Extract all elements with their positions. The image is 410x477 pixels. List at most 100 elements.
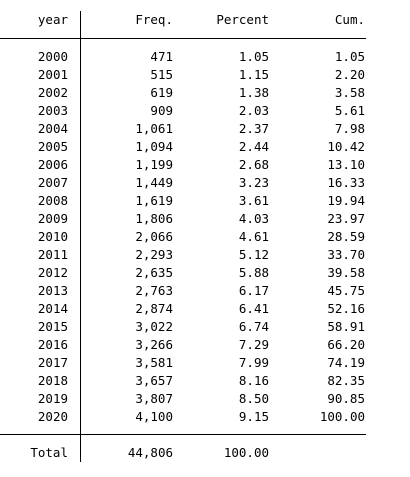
table-row: 2009 1,806 4.03 23.97 bbox=[0, 210, 366, 228]
table-row: 2001 515 1.15 2.20 bbox=[0, 66, 366, 84]
cell-percent: 9.15 bbox=[238, 409, 269, 424]
table-row: 2010 2,066 4.61 28.59 bbox=[0, 228, 366, 246]
header-percent: Percent bbox=[216, 12, 269, 27]
table-row: 2015 3,022 6.74 58.91 bbox=[0, 318, 366, 336]
cell-percent: 2.37 bbox=[238, 121, 269, 136]
cell-percent: 1.38 bbox=[238, 85, 269, 100]
cell-cum: 13.10 bbox=[327, 157, 365, 172]
cell-freq: 2,066 bbox=[135, 229, 173, 244]
cell-cum: 52.16 bbox=[327, 301, 365, 316]
cell-cum: 16.33 bbox=[327, 175, 365, 190]
cell-cum: 2.20 bbox=[334, 67, 365, 82]
table-row: 2005 1,094 2.44 10.42 bbox=[0, 138, 366, 156]
table-row: 2017 3,581 7.99 74.19 bbox=[0, 354, 366, 372]
cell-percent: 5.88 bbox=[238, 265, 269, 280]
cell-percent: 2.03 bbox=[238, 103, 269, 118]
header-row: year Freq. Percent Cum. bbox=[0, 11, 366, 29]
cell-cum: 100.00 bbox=[319, 409, 365, 424]
total-divider bbox=[0, 434, 366, 435]
cell-percent: 8.50 bbox=[238, 391, 269, 406]
cell-percent: 5.12 bbox=[238, 247, 269, 262]
cell-year: 2006 bbox=[37, 157, 68, 172]
cell-percent: 1.15 bbox=[238, 67, 269, 82]
cell-cum: 3.58 bbox=[334, 85, 365, 100]
cell-year: 2020 bbox=[37, 409, 68, 424]
cell-year: 2003 bbox=[37, 103, 68, 118]
cell-cum: 28.59 bbox=[327, 229, 365, 244]
cell-percent: 8.16 bbox=[238, 373, 269, 388]
cell-freq: 2,874 bbox=[135, 301, 173, 316]
cell-cum: 74.19 bbox=[327, 355, 365, 370]
cell-percent: 7.29 bbox=[238, 337, 269, 352]
cell-freq: 3,657 bbox=[135, 373, 173, 388]
cell-freq: 1,094 bbox=[135, 139, 173, 154]
header-freq: Freq. bbox=[135, 12, 173, 27]
cell-freq: 909 bbox=[150, 103, 173, 118]
header-divider bbox=[0, 38, 366, 39]
cell-percent: 4.61 bbox=[238, 229, 269, 244]
cell-freq: 3,581 bbox=[135, 355, 173, 370]
cell-percent: 3.61 bbox=[238, 193, 269, 208]
cell-freq: 471 bbox=[150, 49, 173, 64]
cell-freq: 3,266 bbox=[135, 337, 173, 352]
table-row: 2012 2,635 5.88 39.58 bbox=[0, 264, 366, 282]
cell-cum: 33.70 bbox=[327, 247, 365, 262]
cell-freq: 3,022 bbox=[135, 319, 173, 334]
table-row: 2016 3,266 7.29 66.20 bbox=[0, 336, 366, 354]
table-row: 2003 909 2.03 5.61 bbox=[0, 102, 366, 120]
cell-cum: 58.91 bbox=[327, 319, 365, 334]
cell-cum: 82.35 bbox=[327, 373, 365, 388]
cell-cum: 19.94 bbox=[327, 193, 365, 208]
cell-year: 2011 bbox=[37, 247, 68, 262]
cell-freq: 1,619 bbox=[135, 193, 173, 208]
table-row: 2020 4,100 9.15 100.00 bbox=[0, 408, 366, 426]
cell-year: 2014 bbox=[37, 301, 68, 316]
table-row: 2004 1,061 2.37 7.98 bbox=[0, 120, 366, 138]
cell-freq: 2,293 bbox=[135, 247, 173, 262]
header-cum: Cum. bbox=[334, 12, 365, 27]
cell-year: 2002 bbox=[37, 85, 68, 100]
cell-freq: 515 bbox=[150, 67, 173, 82]
cell-freq: 1,806 bbox=[135, 211, 173, 226]
cell-freq: 2,635 bbox=[135, 265, 173, 280]
cell-percent: 2.68 bbox=[238, 157, 269, 172]
cell-percent: 7.99 bbox=[238, 355, 269, 370]
cell-year: 2009 bbox=[37, 211, 68, 226]
cell-year: 2008 bbox=[37, 193, 68, 208]
cell-freq: 1,449 bbox=[135, 175, 173, 190]
cell-year: 2012 bbox=[37, 265, 68, 280]
cell-year: 2000 bbox=[37, 49, 68, 64]
table-row: 2011 2,293 5.12 33.70 bbox=[0, 246, 366, 264]
cell-year: 2018 bbox=[37, 373, 68, 388]
table-row: 2007 1,449 3.23 16.33 bbox=[0, 174, 366, 192]
cell-percent: 6.74 bbox=[238, 319, 269, 334]
table-row: 2013 2,763 6.17 45.75 bbox=[0, 282, 366, 300]
cell-year: 2001 bbox=[37, 67, 68, 82]
cell-year: 2019 bbox=[37, 391, 68, 406]
cell-cum: 5.61 bbox=[334, 103, 365, 118]
cell-cum: 45.75 bbox=[327, 283, 365, 298]
table-row: 2014 2,874 6.41 52.16 bbox=[0, 300, 366, 318]
cell-year: 2004 bbox=[37, 121, 68, 136]
cell-cum: 1.05 bbox=[334, 49, 365, 64]
cell-cum: 66.20 bbox=[327, 337, 365, 352]
table-row: 2018 3,657 8.16 82.35 bbox=[0, 372, 366, 390]
cell-freq: 3,807 bbox=[135, 391, 173, 406]
table-row: 2002 619 1.38 3.58 bbox=[0, 84, 366, 102]
cell-freq: 4,100 bbox=[135, 409, 173, 424]
cell-cum: 23.97 bbox=[327, 211, 365, 226]
cell-cum: 7.98 bbox=[334, 121, 365, 136]
cell-cum: 10.42 bbox=[327, 139, 365, 154]
cell-percent: 6.41 bbox=[238, 301, 269, 316]
table-row: 2000 471 1.05 1.05 bbox=[0, 48, 366, 66]
column-divider bbox=[80, 11, 81, 462]
total-freq: 44,806 bbox=[127, 445, 173, 460]
cell-percent: 6.17 bbox=[238, 283, 269, 298]
total-percent: 100.00 bbox=[223, 445, 269, 460]
cell-year: 2016 bbox=[37, 337, 68, 352]
table-row: 2019 3,807 8.50 90.85 bbox=[0, 390, 366, 408]
cell-percent: 1.05 bbox=[238, 49, 269, 64]
cell-percent: 4.03 bbox=[238, 211, 269, 226]
cell-cum: 90.85 bbox=[327, 391, 365, 406]
cell-cum: 39.58 bbox=[327, 265, 365, 280]
